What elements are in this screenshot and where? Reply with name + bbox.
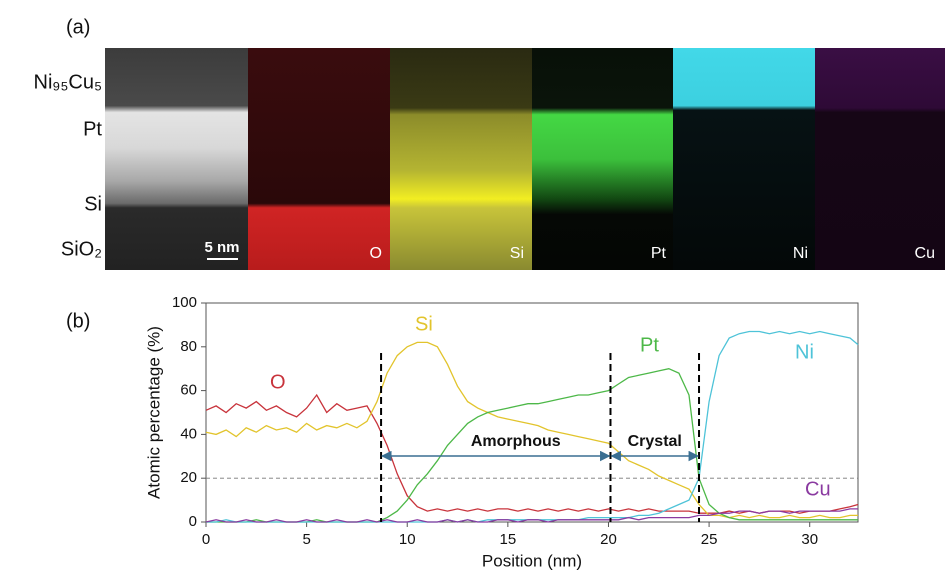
region-label: Crystal (628, 433, 682, 450)
cu-map (815, 48, 945, 270)
series-line (205, 393, 859, 514)
map-label: Pt (651, 245, 667, 262)
y-tick-label: 40 (180, 425, 197, 442)
si-map (390, 48, 532, 270)
map-label: Cu (915, 245, 935, 262)
x-tick-label: 25 (701, 531, 718, 548)
haadf-image (105, 48, 248, 270)
eds-maps: 5 nm (105, 48, 945, 270)
map-label: Ni (793, 245, 808, 262)
y-tick-label: 60 (180, 382, 197, 399)
x-tick-label: 30 (801, 531, 818, 548)
panel-label: (a) (66, 16, 90, 38)
layer-label: Ni₉₅Cu₅ (34, 71, 103, 93)
plot-frame (205, 302, 859, 523)
scale-bar-label: 5 nm (204, 239, 239, 256)
series-name: O (270, 371, 286, 393)
y-tick-label: 20 (180, 469, 197, 486)
ni-map (673, 48, 815, 270)
o-map (248, 48, 390, 270)
series-line (206, 330, 859, 523)
pt-map (532, 48, 673, 270)
map-label: Si (510, 245, 524, 262)
y-tick-label: 100 (172, 294, 197, 311)
series-name: Pt (640, 334, 659, 356)
x-tick-label: 15 (500, 531, 517, 548)
y-axis-label: Atomic percentage (%) (144, 326, 163, 499)
series-line (206, 368, 858, 523)
x-axis-label: Position (nm) (482, 551, 582, 570)
series-name: Si (415, 313, 433, 335)
layer-label: Si (84, 193, 102, 215)
series-name: Cu (805, 478, 831, 500)
y-tick-label: 0 (189, 513, 197, 530)
layer-label: SiO₂ (61, 238, 102, 260)
series-name: Ni (795, 341, 814, 363)
series-line (205, 341, 858, 519)
map-label: O (370, 245, 382, 262)
x-tick-label: 0 (202, 531, 210, 548)
layer-label: Pt (83, 118, 102, 140)
region-label: Amorphous (471, 433, 561, 450)
panel-label: (b) (66, 310, 90, 332)
series-line (205, 508, 858, 523)
x-tick-label: 10 (399, 531, 416, 548)
y-tick-label: 80 (180, 338, 197, 355)
x-tick-label: 20 (600, 531, 617, 548)
x-tick-label: 5 (302, 531, 310, 548)
